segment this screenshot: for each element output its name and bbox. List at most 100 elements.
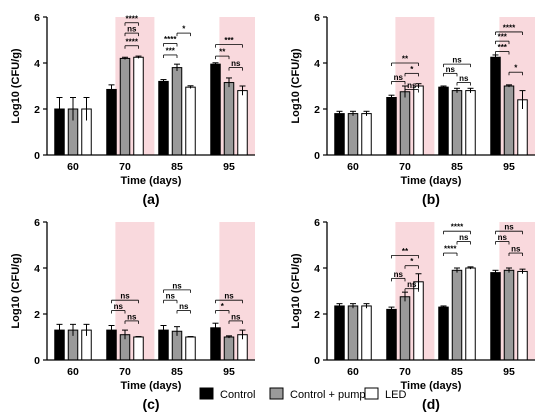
- legend-label-pump: Control + pump: [290, 389, 366, 401]
- significance-label: ns: [504, 223, 514, 232]
- legend-swatch-led: [364, 387, 379, 400]
- significance-label: ns: [224, 292, 234, 301]
- significance-label: ***: [224, 36, 234, 45]
- bar: [334, 305, 345, 361]
- panel-label: (d): [422, 396, 440, 412]
- x-tick-label: 95: [223, 161, 235, 173]
- significance-label: *: [221, 302, 225, 311]
- bar: [361, 113, 372, 156]
- y-tick-label: 2: [34, 309, 40, 321]
- y-axis-title: Log10 (CFU/g): [290, 253, 302, 328]
- y-axis-title: Log10 (CFU/g): [10, 48, 22, 123]
- bar: [399, 91, 411, 156]
- x-tick-label: 70: [119, 161, 131, 173]
- bar: [451, 269, 463, 361]
- significance-label: ns: [459, 233, 469, 242]
- bar: [223, 82, 235, 156]
- y-tick-label: 4: [34, 263, 40, 275]
- x-tick-label: 70: [399, 366, 411, 378]
- y-tick-label: 4: [314, 58, 320, 70]
- bar: [347, 113, 359, 156]
- bar: [171, 67, 183, 156]
- bar: [399, 296, 411, 361]
- legend-swatch-control: [199, 387, 214, 400]
- significance-label: ns: [231, 59, 241, 68]
- significance-label: ns: [231, 312, 241, 321]
- bar: [438, 306, 449, 361]
- significance-label: ns: [407, 81, 417, 90]
- x-tick-label: 60: [67, 366, 79, 378]
- significance-label: ****: [126, 14, 139, 23]
- panel-label: (c): [142, 396, 159, 412]
- bar: [490, 56, 501, 156]
- bar: [158, 80, 169, 156]
- x-tick-label: 60: [67, 161, 79, 173]
- bar: [185, 336, 196, 361]
- y-tick-label: 6: [314, 217, 320, 229]
- legend: Control Control + pump LED: [199, 387, 406, 401]
- significance-label: ns: [446, 65, 456, 74]
- bar: [517, 270, 528, 361]
- y-tick-label: 6: [34, 217, 40, 229]
- legend-label-control: Control: [220, 389, 255, 401]
- x-tick-label: 70: [119, 366, 131, 378]
- significance-label: **: [402, 247, 409, 256]
- bar: [465, 267, 476, 361]
- x-axis-title: Time (days): [121, 175, 182, 187]
- significance-label: ****: [503, 23, 516, 32]
- bar: [503, 85, 515, 156]
- bar: [237, 90, 248, 156]
- bar: [210, 63, 221, 156]
- significance-label: **: [219, 48, 226, 57]
- y-tick-label: 0: [314, 355, 320, 367]
- significance-label: ns: [511, 245, 521, 254]
- legend-swatch-pump: [269, 387, 284, 400]
- significance-label: ns: [127, 25, 137, 34]
- significance-label: ns: [452, 56, 462, 65]
- y-tick-label: 6: [314, 12, 320, 24]
- significance-label: ****: [164, 35, 177, 44]
- bar: [185, 86, 196, 156]
- bar: [386, 308, 397, 361]
- x-tick-label: 60: [347, 366, 359, 378]
- bar: [503, 269, 515, 361]
- y-tick-label: 0: [34, 355, 40, 367]
- bar: [334, 113, 345, 156]
- significance-label: ****: [444, 245, 457, 254]
- x-tick-label: 95: [503, 161, 515, 173]
- y-tick-label: 0: [314, 150, 320, 162]
- y-tick-label: 4: [34, 58, 40, 70]
- x-tick-label: 70: [399, 161, 411, 173]
- significance-label: ns: [127, 312, 137, 321]
- x-tick-label: 85: [171, 366, 183, 378]
- significance-label: ****: [126, 37, 139, 46]
- bar: [106, 88, 117, 156]
- significance-label: ns: [172, 281, 182, 290]
- bar: [490, 272, 501, 361]
- x-axis-title: Time (days): [401, 380, 462, 392]
- significance-label: ns: [394, 73, 404, 82]
- panel-label: (b): [422, 191, 440, 207]
- significance-label: *: [514, 64, 518, 73]
- bar: [451, 90, 463, 156]
- y-axis-title: Log10 (CFU/g): [290, 48, 302, 123]
- bar: [438, 86, 449, 156]
- significance-label: ns: [459, 74, 469, 83]
- bar: [361, 305, 372, 361]
- significance-label: ns: [114, 302, 124, 311]
- y-tick-label: 2: [314, 104, 320, 116]
- significance-label: *: [410, 65, 414, 74]
- bar: [465, 90, 476, 156]
- x-tick-label: 85: [171, 161, 183, 173]
- bar: [119, 57, 131, 156]
- significance-label: ns: [498, 233, 508, 242]
- significance-label: ***: [498, 33, 508, 42]
- x-tick-label: 95: [223, 366, 235, 378]
- bar: [133, 56, 144, 156]
- legend-label-led: LED: [385, 389, 406, 401]
- y-tick-label: 2: [34, 104, 40, 116]
